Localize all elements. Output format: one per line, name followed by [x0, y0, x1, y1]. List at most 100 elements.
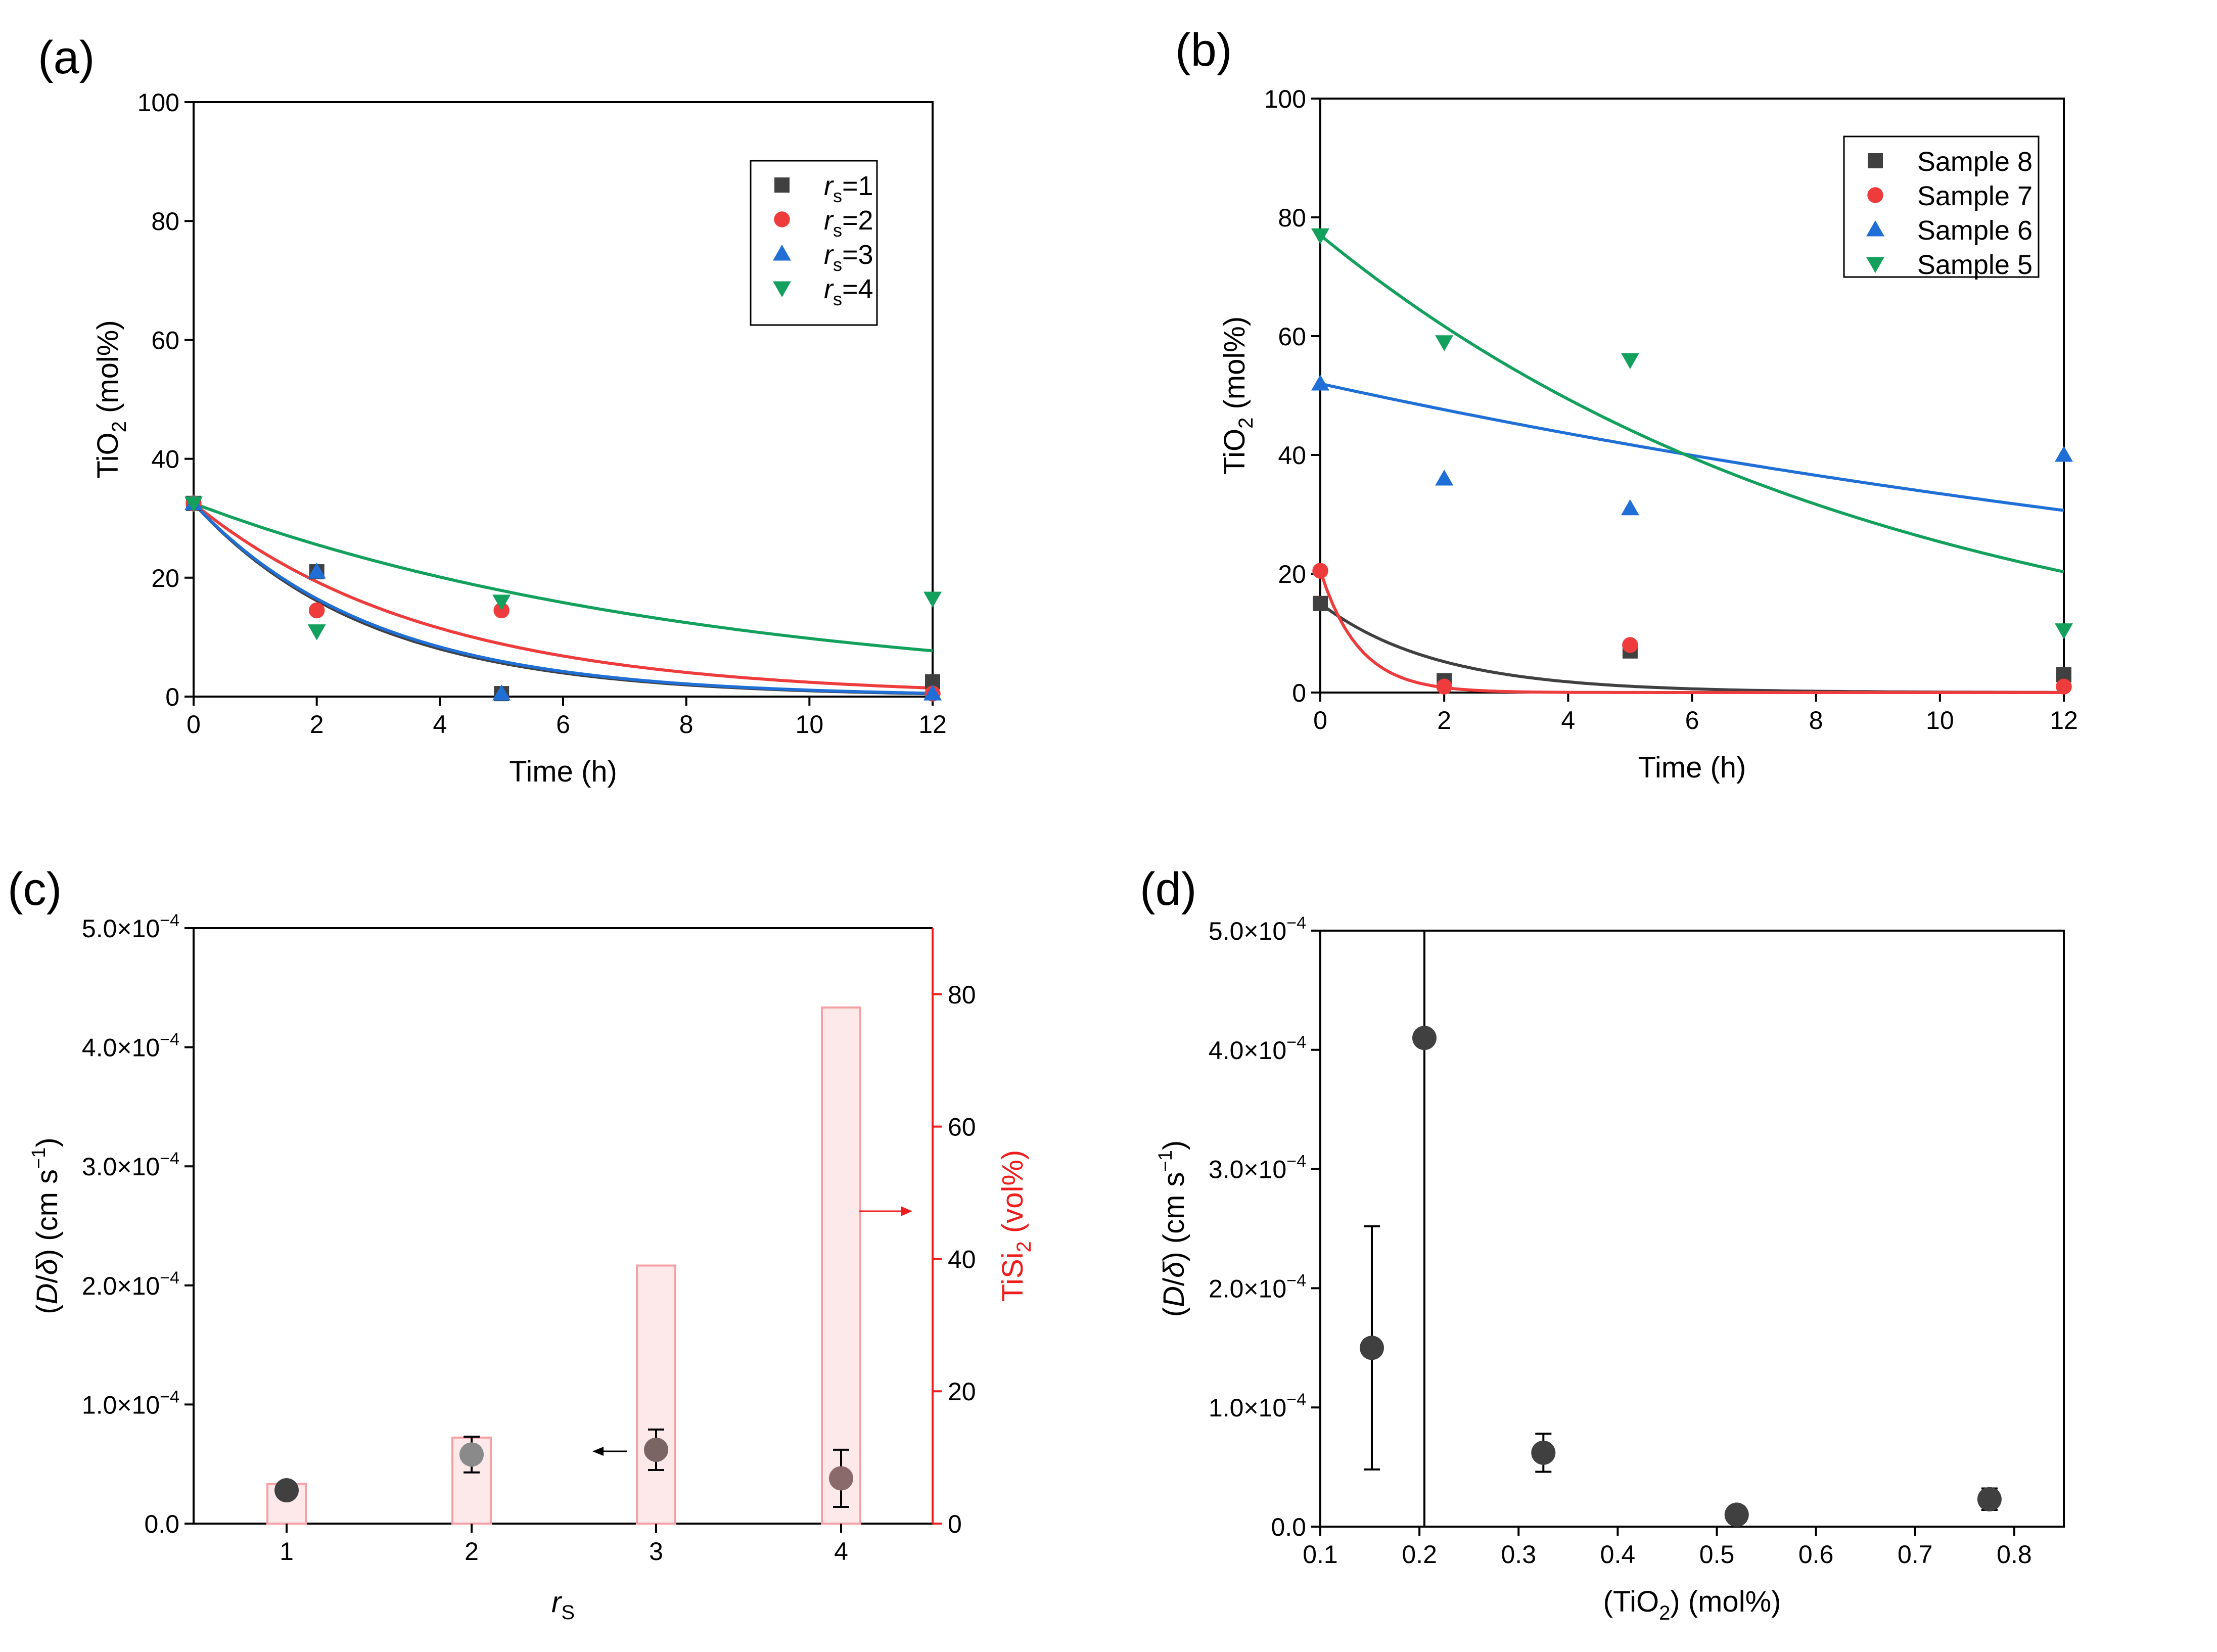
panel-b-fit-curve-1 [1319, 602, 2064, 694]
panel-c-x-tick-label: 4 [834, 1537, 848, 1566]
panel-a-x-tick-label: 0 [187, 710, 201, 739]
panel-b-y-tick-label: 20 [1278, 560, 1306, 588]
panel-a-point-3 [923, 684, 942, 701]
panel-a-x-tick-label: 6 [556, 710, 570, 739]
panel-c-point-4 [829, 1466, 853, 1491]
panel-c-x-tick-label: 1 [280, 1537, 294, 1566]
panel-c-bar-3 [636, 1264, 676, 1525]
panel-c-y-tick-label: 4.0×10−4 [82, 1030, 179, 1062]
panel-a-fit-curve-1 [192, 502, 933, 696]
panel-a-legend-label-4: rs=4 [824, 274, 873, 309]
panel-b-x-axis-label: Time (h) [1638, 751, 1746, 784]
panel-c-panel-label: (c) [8, 863, 62, 915]
panel-c-left-arrow-head [592, 1447, 604, 1456]
panel-a-legend-marker-1 [774, 177, 790, 193]
panel-d-x-tick-label: 0.2 [1402, 1540, 1437, 1569]
panel-a-legend-marker-2 [774, 211, 790, 227]
panel-b-x-tick-label: 12 [2050, 706, 2078, 735]
panel-b-legend-marker-2 [1867, 187, 1883, 203]
panel-c-y-tick-label: 5.0×10−4 [82, 911, 179, 943]
panel-b-point-2 [1312, 563, 1328, 579]
panel-a-x-tick-label: 2 [310, 710, 324, 739]
panel-b-legend-label-2: Sample 7 [1917, 181, 2033, 211]
panel-d-y-tick-label: 1.0×10−4 [1209, 1390, 1306, 1422]
panel-a-x-tick-label: 12 [918, 710, 947, 739]
panel-c-x-tick-label: 3 [649, 1537, 663, 1566]
panel-b-point-3 [1621, 499, 1639, 516]
panel-c-x-tick-label: 2 [465, 1537, 479, 1566]
panel-d-x-tick-label: 0.7 [1898, 1540, 1933, 1569]
panel-d-point-5 [1977, 1487, 2002, 1511]
panel-b-y-tick-label: 60 [1278, 323, 1306, 351]
panel-c-point-3 [644, 1437, 668, 1462]
panel-a-point-4 [923, 591, 942, 608]
panel-b-legend-marker-1 [1868, 153, 1883, 168]
panel-c-point-1 [274, 1478, 299, 1503]
panel-c-right-arrow-head [901, 1206, 912, 1216]
panel-b-x-tick-label: 2 [1437, 706, 1451, 735]
panel-c-y2-axis-label: TiSi2 (vol%) [996, 1150, 1035, 1302]
panel-b-y-tick-label: 80 [1278, 204, 1306, 232]
panel-a-y-tick-label: 20 [151, 564, 179, 592]
panel-a-panel-label: (a) [38, 32, 95, 83]
panel-b-legend-label-1: Sample 8 [1917, 147, 2033, 177]
panel-b-y-axis-label: TiO2 (mol%) [1218, 316, 1257, 475]
panel-b-point-2 [1622, 637, 1638, 653]
panel-a-point-3 [492, 684, 511, 701]
panel-a-legend-label-2: rs=2 [824, 205, 873, 241]
panel-d-points-group [1359, 931, 2002, 1527]
panel-d-x-tick-label: 0.6 [1798, 1540, 1834, 1569]
panel-b-point-2 [1436, 678, 1452, 695]
panel-c-point-2 [459, 1442, 484, 1467]
panel-b-x-tick-label: 4 [1561, 706, 1575, 735]
panel-b-legend-marker-4 [1866, 257, 1884, 273]
panel-a-x-tick-label: 8 [679, 710, 694, 739]
panel-d-point-2 [1412, 1026, 1437, 1050]
panel-a-fit-curve-3 [192, 502, 933, 695]
panel-b-y-tick-label: 0 [1292, 679, 1306, 707]
panel-b-x-tick-label: 0 [1313, 706, 1327, 735]
panel-a-y-tick-label: 0 [165, 683, 179, 711]
panel-c-y2-tick-label: 0 [948, 1510, 962, 1538]
panel-b-point-3 [1311, 375, 1329, 391]
panel-b-legend-label-4: Sample 5 [1917, 250, 2033, 280]
panel-a-legend-label-1: rs=1 [824, 171, 873, 206]
panel-c-y-tick-label: 0.0 [144, 1510, 179, 1538]
panel-c-y-tick-label: 1.0×10−4 [82, 1387, 179, 1419]
panel-a-y-tick-label: 100 [137, 88, 179, 117]
panel-b-y-tick-label: 100 [1264, 85, 1306, 113]
panel-b-fit-curve-4 [1319, 234, 2064, 574]
panel-b-x-tick-label: 10 [1926, 706, 1954, 735]
panel-d-x-tick-label: 0.8 [1997, 1540, 2032, 1569]
panel-b-legend-label-3: Sample 6 [1917, 215, 2033, 246]
panel-b-fit-curve-3 [1320, 382, 2064, 512]
panel-b-y-tick-label: 40 [1278, 441, 1306, 470]
panel-b-point-1 [1313, 595, 1328, 611]
panel-b-panel-label: (b) [1175, 24, 1232, 76]
panel-a-fit-curve-2 [193, 502, 933, 690]
panel-a-legend-marker-4 [773, 281, 791, 297]
panel-b-x-tick-label: 8 [1809, 706, 1823, 735]
panel-d-y-tick-label: 5.0×10−4 [1209, 913, 1306, 945]
panel-a-y-tick-label: 60 [151, 326, 179, 354]
panel-a-legend-label-3: rs=3 [824, 240, 873, 275]
panel-b-point-4 [1435, 335, 1454, 351]
panel-a-point-4 [492, 594, 511, 611]
panel-d-x-tick-label: 0.5 [1699, 1540, 1735, 1569]
panel-d-x-tick-label: 0.1 [1303, 1540, 1338, 1569]
panel-a-x-tick-label: 4 [433, 710, 447, 739]
panel-c-y-tick-label: 2.0×10−4 [82, 1268, 179, 1300]
panel-c-y-axis-label: (D/δ) (cm s−1) [28, 1137, 64, 1314]
panel-a-y-axis-label: TiO2 (mol%) [91, 320, 130, 478]
panel-d-x-tick-label: 0.3 [1501, 1540, 1537, 1569]
panel-b-point-4 [1621, 353, 1639, 369]
panel-d-y-axis-label: (D/δ) (cm s−1) [1155, 1140, 1190, 1317]
panel-a-legend-box [750, 160, 878, 326]
panel-a-y-tick-label: 80 [151, 207, 179, 236]
panel-a-x-axis-label: Time (h) [509, 755, 617, 788]
panel-c-y2-tick-label: 40 [948, 1245, 976, 1273]
panel-d-point-4 [1724, 1502, 1749, 1527]
panel-d-x-axis-label: (TiO2) (mol%) [1603, 1585, 1781, 1624]
panel-a-point-4 [307, 624, 326, 640]
